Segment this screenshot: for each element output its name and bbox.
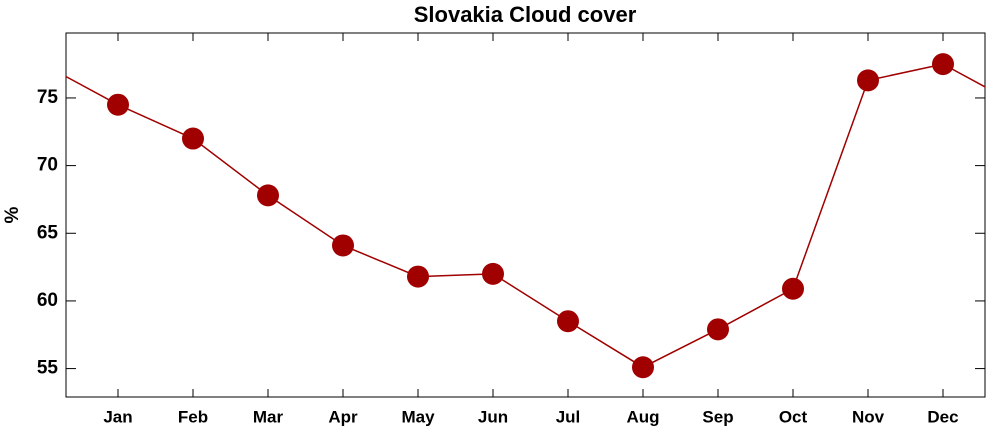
data-point: [182, 127, 204, 150]
x-tick-label: Feb: [178, 407, 208, 426]
y-axis-label: %: [2, 206, 23, 223]
x-tick-label: May: [401, 407, 435, 426]
data-point: [407, 265, 429, 288]
plot-frame: [65, 32, 986, 398]
y-tick-label: 65: [37, 222, 59, 243]
x-tick-label: Nov: [852, 407, 885, 426]
y-tick-label: 55: [37, 358, 59, 379]
y-tick-label: 70: [37, 155, 58, 176]
x-tick-label: Aug: [626, 407, 659, 426]
data-point: [632, 356, 654, 379]
chart-title: Slovakia Cloud cover: [414, 2, 637, 27]
x-tick-label: Apr: [328, 407, 358, 426]
x-tick-label: Oct: [779, 407, 808, 426]
data-point: [257, 184, 279, 207]
wrap-line: [66, 75, 119, 106]
x-tick-label: Dec: [927, 407, 958, 426]
x-tick-label: Jan: [103, 407, 132, 426]
data-point: [332, 234, 354, 257]
data-point: [482, 262, 504, 285]
x-tick-label: Mar: [253, 407, 284, 426]
x-tick-label: Jun: [478, 407, 508, 426]
data-point: [857, 69, 879, 92]
data-line: [117, 63, 944, 369]
y-tick-label: 60: [37, 290, 58, 311]
wrap-line: [942, 63, 985, 88]
clip-group: [66, 63, 985, 106]
x-tick-label: Sep: [702, 407, 733, 426]
x-tick-label: Jul: [556, 407, 581, 426]
data-point: [782, 277, 804, 300]
data-point: [707, 318, 729, 341]
data-point: [932, 53, 954, 76]
data-point: [557, 310, 579, 333]
y-tick-label: 75: [37, 87, 59, 108]
data-point: [107, 93, 129, 116]
